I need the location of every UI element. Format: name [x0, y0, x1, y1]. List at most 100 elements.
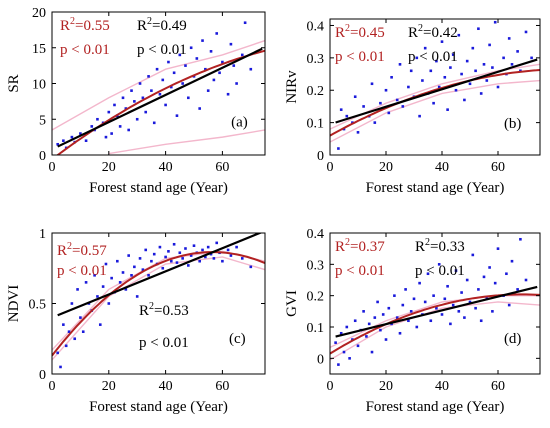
data-point: [502, 56, 505, 60]
y-tick-label: 0.4: [307, 227, 325, 242]
confidence-band-upper: [52, 39, 265, 131]
data-point: [496, 247, 500, 250]
data-point: [215, 241, 219, 245]
linear-fit-p-value: p < 0.01: [408, 49, 458, 65]
data-point: [457, 33, 461, 37]
data-point: [384, 88, 388, 92]
data-point: [232, 64, 236, 67]
panel-label: (c): [229, 331, 246, 347]
data-point: [110, 132, 113, 135]
data-point: [423, 300, 427, 304]
x-axis-label: Forest stand age (Year): [366, 399, 505, 415]
linear-fit-line: [57, 233, 263, 317]
data-point: [181, 257, 184, 260]
data-point: [387, 111, 391, 115]
data-point: [150, 89, 153, 92]
x-tick-label: 0: [327, 160, 334, 175]
y-tick-label: 10: [32, 78, 46, 93]
confidence-band-lower: [330, 301, 540, 361]
data-point: [479, 319, 483, 323]
linear-fit-r2: R2=0.42: [408, 23, 458, 41]
data-point: [158, 92, 162, 96]
data-point: [90, 125, 94, 128]
data-point: [59, 365, 62, 369]
data-point: [107, 302, 111, 305]
data-point: [409, 69, 413, 73]
data-point: [201, 39, 204, 42]
data-point: [243, 21, 247, 25]
y-tick-label: 0: [317, 149, 324, 164]
data-point: [127, 254, 130, 257]
data-point: [101, 285, 105, 288]
data-point: [524, 30, 528, 34]
poly-fit-p-value: p < 0.01: [60, 42, 110, 58]
data-point: [334, 341, 337, 344]
data-point: [465, 278, 469, 282]
x-tick-label: 0: [49, 160, 56, 175]
data-point: [519, 69, 522, 73]
data-point: [365, 335, 368, 338]
data-point: [353, 319, 357, 323]
data-point: [468, 300, 472, 304]
data-point: [121, 271, 125, 274]
poly-fit-r2: R2=0.37: [335, 237, 385, 255]
plot-area: [52, 233, 265, 369]
data-point: [443, 75, 447, 79]
data-point: [204, 67, 207, 71]
poly-fit-r2: R2=0.57: [57, 241, 107, 259]
data-point: [81, 330, 85, 333]
data-point: [141, 268, 145, 271]
confidence-band-lower: [52, 256, 265, 361]
data-point: [104, 135, 108, 139]
data-point: [482, 63, 486, 66]
data-point: [381, 313, 385, 316]
data-point: [144, 248, 148, 252]
data-point: [443, 297, 447, 301]
data-point: [64, 344, 68, 348]
linear-fit-line: [57, 47, 263, 148]
data-point: [339, 331, 343, 335]
data-point: [221, 259, 224, 263]
data-point: [395, 98, 399, 102]
data-point: [240, 53, 244, 57]
data-point: [370, 350, 374, 354]
data-point: [147, 274, 150, 277]
data-point: [73, 337, 77, 341]
data-point: [460, 291, 463, 294]
data-point: [133, 100, 136, 103]
data-point: [84, 281, 88, 284]
y-tick-label: 1: [39, 227, 46, 242]
data-point: [379, 101, 382, 105]
x-tick-label: 20: [379, 379, 393, 394]
data-point: [367, 322, 371, 326]
data-point: [379, 328, 382, 332]
y-axis-label: NIRv: [284, 70, 300, 104]
x-tick-label: 20: [102, 160, 116, 175]
linear-fit-p-value: p < 0.01: [139, 335, 189, 351]
data-point: [530, 56, 533, 60]
y-axis-label: SR: [6, 74, 22, 92]
panel-label: (b): [504, 116, 522, 132]
x-axis-label: Forest stand age (Year): [89, 180, 228, 196]
data-point: [70, 302, 74, 305]
data-point: [454, 88, 458, 92]
plot-area: [330, 20, 540, 150]
y-tick-label: 20: [32, 6, 46, 21]
data-point: [373, 121, 377, 124]
data-point: [192, 244, 196, 247]
data-point: [124, 288, 128, 291]
data-point: [432, 101, 435, 105]
linear-fit-p-value: p < 0.01: [415, 263, 465, 279]
data-point: [172, 242, 176, 246]
data-point: [401, 303, 405, 307]
data-point: [144, 110, 148, 114]
data-point: [198, 259, 201, 263]
data-point: [130, 274, 133, 277]
data-point: [474, 69, 477, 73]
data-point: [373, 316, 377, 319]
x-tick-label: 40: [435, 160, 449, 175]
data-point: [184, 247, 187, 250]
data-point: [178, 251, 182, 255]
data-point: [212, 257, 216, 260]
data-point: [412, 297, 416, 301]
